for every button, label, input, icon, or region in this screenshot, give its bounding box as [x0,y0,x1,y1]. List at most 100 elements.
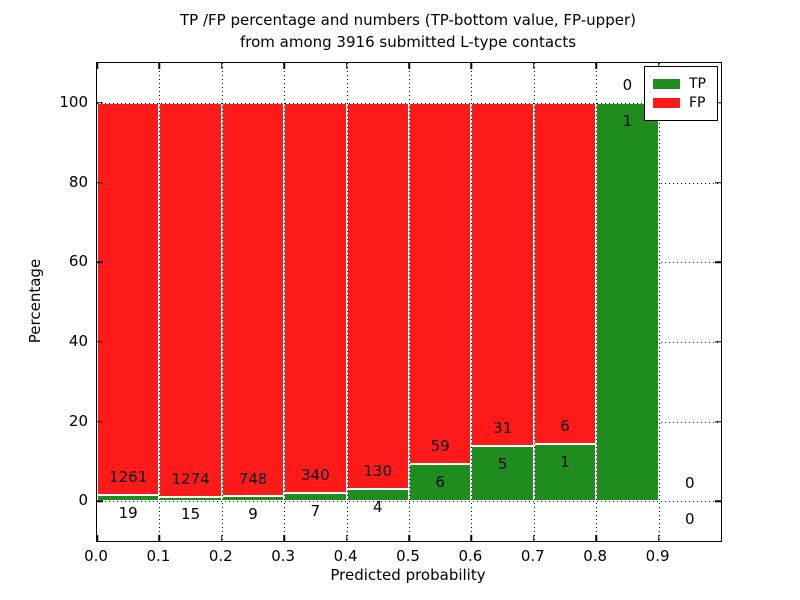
y-tick [715,181,721,184]
y-tick [715,500,721,502]
y-tick [97,420,103,423]
bar-fp-segment [471,102,534,446]
tp-count-label: 0 [685,510,695,529]
tp-count-label: 1 [622,111,633,130]
bar-fp-segment [221,102,285,497]
fp-count-label: 0 [685,474,695,493]
bar-tp-segment [533,444,597,502]
bar-tp-segment [284,493,347,502]
x-tick [158,535,161,541]
gridline-v [221,63,223,541]
x-axis-label: Predicted probability [330,566,486,584]
y-tick-label: 20 [68,411,88,430]
fp-count-label: 6 [560,417,570,436]
x-tick [470,535,473,541]
x-tick [158,63,161,69]
y-tick [97,261,103,263]
fp-count-label: 0 [622,75,633,94]
bar-fp-segment [409,102,472,465]
fp-count-label: 31 [493,418,513,437]
bar-fp-segment [533,102,597,445]
y-tick-label: 80 [68,172,88,191]
tp-count-label: 4 [373,498,383,517]
x-tick [345,63,348,69]
tp-count-label: 6 [435,473,445,492]
y-tick-label: 60 [68,252,88,271]
y-tick [715,420,721,423]
y-tick [97,500,103,502]
gridline-v [284,63,286,541]
legend-item-tp: TP [653,76,709,92]
gridline-v [471,63,473,541]
x-tick-label: 0.4 [333,547,358,565]
bar-fp-segment [97,102,160,496]
plot-area: 1261 19 1274 15 748 9 340 7 130 4 59 6 31 5 6 1 0 1 0 0 [96,62,722,542]
fp-count-label: 748 [238,469,268,488]
x-tick [533,63,535,69]
tp-count-label: 9 [248,505,258,524]
bar-fp-segment [346,102,409,490]
y-tick [97,102,103,104]
x-tick-label: 0.3 [271,547,296,565]
legend-label-tp: TP [689,76,706,92]
legend: TP FP [644,66,718,121]
x-tick [221,535,223,541]
fp-count-label: 1261 [109,468,148,487]
y-tick-label: 40 [68,331,88,350]
tp-count-label: 1 [560,453,570,472]
x-tick [96,535,98,541]
tp-count-label: 7 [310,502,321,521]
chart-title-line1: TP /FP percentage and numbers (TP-bottom… [180,11,636,29]
gridline-v [346,63,348,541]
x-tick [408,63,410,69]
x-tick [470,63,473,69]
y-tick [715,261,721,263]
x-tick [533,535,535,541]
bar-tp-segment [409,464,472,502]
tp-swatch-icon [653,79,680,89]
bar-tp-segment [596,102,659,502]
x-tick [595,535,597,541]
bar-tp-segment [97,495,160,502]
fp-swatch-icon [653,98,680,108]
y-tick-label: 100 [59,92,88,111]
gridline-v [409,63,410,541]
fp-count-label: 1274 [171,469,210,488]
x-tick [657,535,660,541]
chart-title-line2: from among 3916 submitted L-type contact… [239,33,577,51]
gridline-v [596,63,598,541]
x-tick-label: 0.0 [84,547,108,565]
bar-fp-segment [159,102,222,497]
x-tick-label: 0.7 [520,547,545,565]
x-tick-label: 0.9 [645,547,670,565]
gridline-v [533,63,535,541]
y-tick [97,181,103,184]
gridline-v [159,63,161,541]
y-tick [97,341,103,343]
x-tick-label: 0.6 [458,547,483,565]
fp-count-label: 59 [430,437,450,456]
x-tick-label: 0.8 [583,547,608,565]
x-tick-label: 0.1 [146,547,171,565]
x-tick [283,535,285,541]
gridline-h [97,102,721,104]
x-tick [595,63,597,69]
y-tick [715,102,721,104]
x-tick [408,535,410,541]
y-axis-label: Percentage [26,258,44,344]
tp-count-label: 19 [118,504,138,523]
x-tick [96,63,98,69]
x-tick [345,535,348,541]
x-tick-label: 0.2 [208,547,233,565]
tp-count-label: 5 [497,454,508,473]
y-tick-label: 0 [78,491,88,510]
y-tick [715,341,721,343]
bar-fp-segment [284,102,347,494]
x-tick [221,63,223,69]
gridline-h [97,501,721,503]
fp-count-label: 130 [363,462,393,481]
legend-item-fp: FP [653,95,709,111]
x-tick [283,63,285,69]
x-tick-label: 0.5 [396,547,420,565]
